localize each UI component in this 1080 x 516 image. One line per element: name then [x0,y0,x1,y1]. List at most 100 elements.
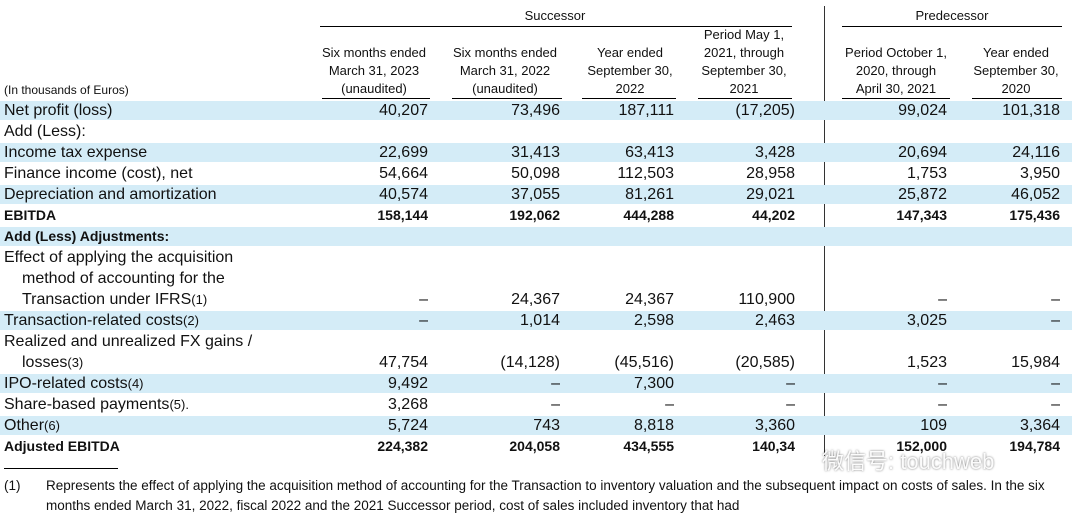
table-row: Effect of applying the acquisition method… [0,247,1072,310]
column-rule-5 [842,98,950,99]
table-row: Add (Less) Adjustments: [0,226,1072,247]
cell-value: 175,436 [1009,207,1060,223]
row-label: IPO-related costs(4) [4,375,144,392]
cell-value: 1,753 [906,165,947,182]
cell-value: 140,34 [752,438,795,454]
table-header: Successor Predecessor (In thousands of E… [0,0,1080,100]
footnote-ref: (2) [183,313,199,328]
cell-value: (20,585) [735,354,795,371]
cell-value: – [419,312,428,329]
cell-value: – [665,396,674,413]
cell-value: (17,205) [735,102,795,119]
row-label: Add (Less) Adjustments: [4,228,170,244]
cell-value: 29,021 [746,186,795,203]
cell-value: 31,413 [511,144,560,161]
cell-value: 194,784 [1009,438,1060,454]
cell-value: – [786,375,795,392]
cell-value: 158,144 [377,207,428,223]
cell-value: – [1051,312,1060,329]
column-header-3: Year ended September 30, 2022 [587,45,673,96]
cell-value: 3,360 [754,417,795,434]
row-shading [0,374,1072,393]
cell-value: 1,014 [519,312,560,329]
cell-value: 44,202 [752,207,795,223]
cell-value: 3,950 [1019,165,1060,182]
cell-value: 63,413 [625,144,674,161]
cell-value: 24,367 [625,291,674,308]
row-shading [0,143,1072,162]
cell-value: 99,024 [898,102,947,119]
cell-value: 192,062 [509,207,560,223]
group-predecessor: Predecessor [915,8,989,23]
footnote-ref: (5). [169,397,189,412]
column-header-5: Period October 1, 2020, through April 30, … [845,45,947,96]
group-successor: Successor [524,8,586,23]
cell-value: 109 [920,417,947,434]
row-label: losses(3) [22,354,84,371]
cell-value: 101,318 [1002,102,1060,119]
cell-value: 187,111 [618,102,674,119]
footnote-rule [4,468,118,469]
cell-value: 224,382 [377,438,428,454]
row-label: Net profit (loss) [4,102,113,119]
column-header-1: Six months ended March 31, 2023 (unaudited… [321,45,427,96]
footnote-text: Represents the effect of applying the ac… [46,478,1045,513]
cell-value: 20,694 [898,144,947,161]
column-header-4: Period May 1, 2021, through September 30, 2… [701,27,787,96]
watermark-text: 微信号: touchweb [822,449,995,474]
row-label: Transaction under IFRS(1) [22,291,208,308]
cell-value: 8,818 [633,417,674,434]
row-label: Effect of applying the acquisition [4,249,234,266]
row-label: Income tax expense [4,144,148,161]
table-row: Add (Less): [0,121,1072,142]
row-shading [0,101,1072,120]
predecessor-rule [842,26,1062,27]
row-label: Realized and unrealized FX gains / [4,333,253,350]
cell-value: 2,598 [633,312,674,329]
footnote-number: (1) [4,478,21,493]
cell-value: 46,052 [1011,186,1060,203]
cell-value: 81,261 [625,186,674,203]
cell-value: 152,000 [896,438,947,454]
cell-value: – [1051,375,1060,392]
column-rule-6 [972,98,1062,99]
table-row: Depreciation and amortization 40,574 37,05… [0,184,1072,205]
cell-value: – [419,291,428,308]
successor-rule [320,26,792,27]
cell-value: 9,492 [387,375,428,392]
table-row: Adjusted EBITDA 224,382 204,058 434,555 140,… [0,436,1072,457]
cell-value: 147,343 [896,207,947,223]
row-label: Depreciation and amortization [4,186,217,203]
footnote-ref: (1) [191,292,208,307]
cell-value: 3,364 [1019,417,1060,434]
column-rule-4 [698,98,792,99]
watermark: 微信号: touchweb [790,446,1070,474]
cell-value: – [1051,396,1060,413]
footnote-ref: (4) [127,376,144,391]
cell-value: – [551,396,560,413]
row-label: method of accounting for the [22,270,225,287]
table-row: EBITDA 158,144 192,062 444,288 44,202 147,343… [0,205,1072,226]
cell-value: 50,098 [511,165,560,182]
row-shading [0,185,1072,204]
table-row: Other(6) 5,724 743 8,818 3,360 109 3,364 [0,415,1072,436]
cell-value: (45,516) [614,354,674,371]
cell-value: (14,128) [500,354,560,371]
cell-value: 110,900 [738,291,795,308]
row-label: Other(6) [4,417,60,434]
row-label: Share-based payments(5). [4,396,189,413]
cell-value: 3,268 [387,396,428,413]
footnote-ref: (3) [67,355,84,370]
cell-value: 47,754 [379,354,428,371]
footnote-ref: (6) [44,418,60,433]
cell-value: 434,555 [623,438,674,454]
cell-value: 112,503 [617,165,674,182]
cell-value: – [938,291,947,308]
row-label: Add (Less): [4,123,86,140]
column-header-6: Year ended September 30, 2020 [973,45,1059,96]
cell-value: 40,574 [379,186,428,203]
cell-value: 5,724 [387,417,428,434]
row-shading [0,416,1072,435]
cell-value: 3,428 [754,144,795,161]
row-shading [0,311,1072,330]
